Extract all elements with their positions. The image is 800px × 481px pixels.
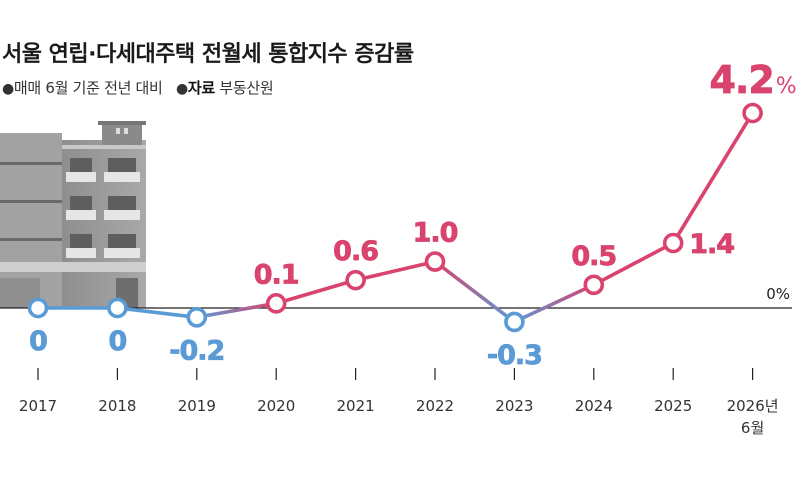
data-point (345, 269, 366, 291)
zero-axis-label: 0% (766, 285, 790, 303)
data-point (583, 274, 605, 296)
x-tick-label: 2021 (337, 397, 375, 415)
x-tick-label: 2025 (654, 397, 692, 415)
basis-note: 매매 6월 기준 전년 대비 (13, 79, 163, 97)
data-label: -0.2 (169, 335, 224, 366)
x-tick-label: 2024 (575, 397, 613, 415)
data-label: 0.1 (254, 259, 299, 290)
x-tick-label: 2019 (178, 397, 216, 415)
bullet-icon: ● (2, 81, 14, 97)
data-label: 0.5 (571, 241, 616, 272)
data-label: 1.4 (689, 229, 734, 260)
x-tick-label: 2017 (19, 397, 57, 415)
source-name: 부동산원 (219, 79, 274, 97)
x-tick-label: 2026년 6월 (727, 397, 779, 437)
chart-title: 서울 연립·다세대주택 전월세 통합지수 증감률 (2, 42, 414, 67)
line-segment (353, 259, 437, 282)
line-segment (671, 111, 755, 245)
data-label: 0 (29, 326, 47, 357)
data-label: 0 (109, 326, 127, 357)
x-tick-label: 2018 (98, 397, 136, 415)
data-label: 1.0 (413, 218, 458, 249)
data-point (27, 297, 49, 319)
line-segment (195, 301, 279, 320)
data-point (186, 306, 208, 328)
data-label: 4.2% (709, 58, 795, 102)
chart-subtitle: ●매매 6월 기준 전년 대비 ●자료 부동산원 (2, 77, 274, 98)
data-point (662, 232, 684, 254)
data-point (107, 297, 128, 319)
data-point (742, 102, 763, 124)
data-point (424, 251, 446, 272)
line-segment (115, 306, 199, 320)
bullet-icon: ● (175, 81, 188, 97)
data-label: 0.6 (333, 236, 378, 267)
x-tick-label: 2022 (416, 397, 454, 415)
line-segment (591, 241, 676, 287)
source-label: 자료 (187, 79, 215, 97)
data-point (504, 311, 525, 333)
line-segment (274, 278, 358, 306)
data-point (265, 293, 287, 314)
line-segment (433, 259, 517, 324)
line-segment (512, 282, 596, 324)
data-label: -0.3 (487, 340, 542, 371)
building-illustration (0, 121, 146, 308)
x-tick-label: 2023 (495, 397, 533, 415)
x-tick-label: 2020 (257, 397, 295, 415)
